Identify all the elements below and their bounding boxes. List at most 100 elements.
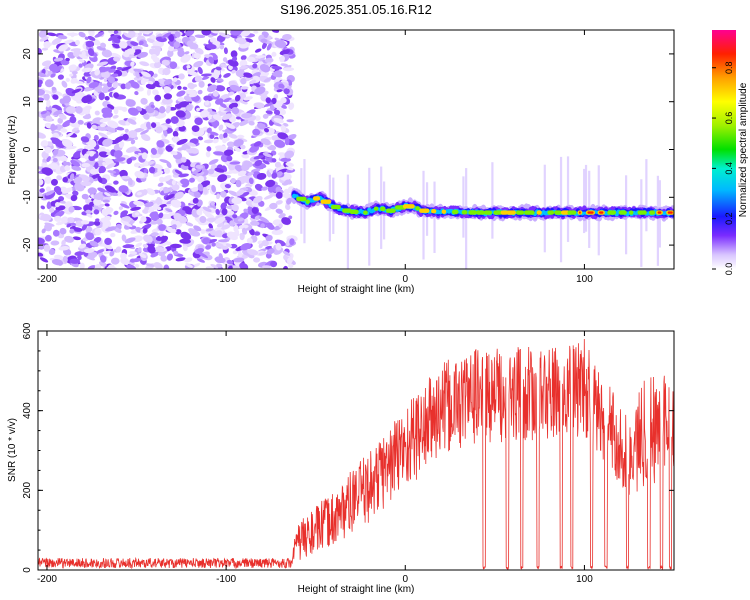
noise-blob xyxy=(70,77,78,84)
noise-blob xyxy=(74,91,86,99)
spur-mark xyxy=(584,164,588,232)
noise-blob xyxy=(70,32,75,38)
noise-blob xyxy=(67,217,75,224)
noise-blob xyxy=(172,130,179,138)
noise-blob xyxy=(200,229,206,234)
noise-blob xyxy=(288,215,293,220)
noise-blob xyxy=(168,45,175,52)
noise-blob xyxy=(47,32,57,37)
noise-blob xyxy=(275,200,283,205)
x-tick-label: -200 xyxy=(37,574,57,585)
noise-blob xyxy=(98,156,103,162)
noise-blob xyxy=(241,162,250,172)
colorbar-ticks: 0.0 0.2 0.4 0.6 0.8 xyxy=(712,61,734,275)
noise-blob xyxy=(40,110,47,115)
noise-blob xyxy=(134,263,140,268)
noise-blob xyxy=(53,186,62,193)
noise-blob xyxy=(153,61,162,69)
noise-blob xyxy=(138,253,147,259)
noise-blob xyxy=(264,102,273,107)
noise-blob xyxy=(133,76,144,81)
noise-blob xyxy=(178,73,185,80)
signal-core xyxy=(637,210,647,215)
noise-blob xyxy=(231,69,236,74)
noise-blob xyxy=(73,176,83,184)
noise-blob xyxy=(69,121,81,128)
x-tick-label: 0 xyxy=(402,574,408,585)
noise-blob xyxy=(62,119,73,128)
spur-mark xyxy=(491,162,494,239)
noise-blob xyxy=(271,97,277,105)
noise-blob xyxy=(205,266,214,269)
noise-blob xyxy=(257,58,263,62)
noise-blob xyxy=(184,111,192,119)
noise-blob xyxy=(234,94,241,102)
signal-core xyxy=(386,208,396,213)
noise-blob xyxy=(261,42,268,50)
noise-blob xyxy=(253,141,262,147)
signal-core xyxy=(649,210,655,215)
noise-blob xyxy=(193,52,201,60)
noise-blob xyxy=(275,191,283,199)
noise-blob xyxy=(112,81,119,89)
noise-blob xyxy=(193,191,201,198)
noise-blob xyxy=(186,142,196,147)
noise-blob xyxy=(130,139,136,145)
noise-blob xyxy=(107,264,116,269)
noise-blob xyxy=(268,191,279,197)
noise-blob xyxy=(204,100,210,106)
noise-blob xyxy=(147,245,156,254)
noise-blob xyxy=(158,224,166,231)
noise-blob xyxy=(246,56,256,63)
noise-blob xyxy=(149,220,158,225)
noise-blob xyxy=(74,251,85,256)
noise-blob xyxy=(259,64,271,73)
noise-blob xyxy=(175,257,186,262)
noise-blob xyxy=(212,54,218,61)
noise-blob xyxy=(58,44,69,52)
noise-blob xyxy=(128,107,139,116)
noise-blob xyxy=(77,254,82,261)
noise-blob xyxy=(166,253,173,261)
noise-blob xyxy=(251,207,259,214)
noise-blob xyxy=(163,129,168,137)
noise-blob xyxy=(40,213,52,222)
noise-blob xyxy=(163,167,171,174)
noise-blob xyxy=(153,170,164,177)
signal-core xyxy=(305,199,310,204)
noise-blob xyxy=(59,227,67,235)
noise-blob xyxy=(241,153,250,159)
noise-blob xyxy=(80,180,92,187)
noise-blob xyxy=(120,83,127,90)
noise-blob xyxy=(230,177,237,184)
noise-blob xyxy=(203,95,213,102)
noise-blob xyxy=(57,117,64,124)
noise-blob xyxy=(59,155,68,162)
noise-blob xyxy=(72,236,82,241)
noise-blob xyxy=(69,228,75,234)
noise-blob xyxy=(254,48,262,53)
noise-blob xyxy=(185,263,193,268)
noise-blob xyxy=(129,219,135,225)
noise-blob xyxy=(43,41,51,49)
noise-blob xyxy=(215,85,226,92)
noise-blob xyxy=(150,122,157,128)
noise-blob xyxy=(205,151,211,158)
noise-blob xyxy=(208,223,214,230)
noise-blob xyxy=(260,38,268,44)
noise-blob xyxy=(38,48,42,55)
spectrogram-xlabel: Height of straight line (km) xyxy=(298,284,415,295)
noise-blob xyxy=(69,116,77,124)
noise-blob xyxy=(91,124,98,130)
noise-blob xyxy=(262,152,272,158)
noise-blob xyxy=(99,67,111,73)
spur-mark xyxy=(346,174,350,269)
noise-blob xyxy=(211,242,216,247)
noise-blob xyxy=(78,58,85,63)
noise-blob xyxy=(200,109,210,118)
noise-blob xyxy=(191,125,200,133)
noise-blob xyxy=(65,132,74,138)
noise-blob xyxy=(264,57,274,64)
noise-blob xyxy=(65,106,77,114)
noise-blob xyxy=(66,223,71,228)
